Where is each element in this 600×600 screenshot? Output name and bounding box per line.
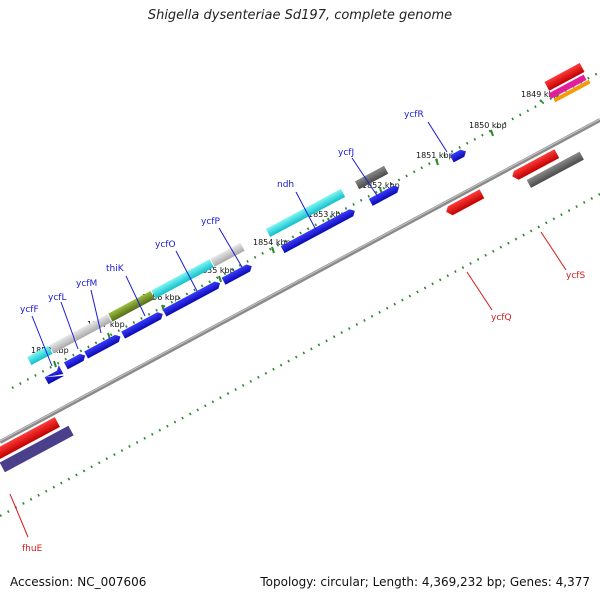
kbp-label: 1854 kbp: [253, 238, 291, 247]
kbp-label: 1856 kbp: [142, 293, 180, 302]
cds-arrow-reverse[interactable]: [444, 189, 485, 217]
kbp-label: 1850 kbp: [469, 121, 507, 130]
kbp-label: 1855 kbp: [197, 266, 235, 275]
gene-ycfJ[interactable]: [354, 165, 389, 190]
gene-right-red[interactable]: [544, 63, 585, 91]
cds-purple-reverse[interactable]: [0, 425, 74, 473]
topology-label: Topology: circular; Length: 4,369,232 bp…: [260, 575, 590, 589]
reverse-strand: [0, 149, 584, 473]
cds-gray-reverse[interactable]: [526, 151, 584, 188]
gene-right-orange[interactable]: [553, 79, 591, 103]
kbp-markers: 1849 kbp 1850 kbp 1851 kbp 1852 kbp 1853…: [31, 90, 559, 368]
gene-label-ycfO[interactable]: ycfO: [155, 240, 176, 250]
cds-arrow[interactable]: [84, 333, 122, 359]
gene-label-thiK[interactable]: thiK: [106, 264, 125, 274]
cds-arrow[interactable]: [449, 148, 468, 163]
gene-ndh[interactable]: [265, 188, 346, 237]
cds-arrow[interactable]: [368, 184, 401, 206]
upper-tick-track: [11, 70, 600, 390]
kbp-label: 1853 kbp: [308, 210, 346, 219]
gene-ycfM[interactable]: [72, 314, 112, 341]
gene-thiK[interactable]: [108, 290, 155, 322]
gene-ycfP[interactable]: [210, 242, 245, 267]
gene-ycfO[interactable]: [151, 259, 214, 299]
cds-arrow[interactable]: [43, 365, 65, 385]
cds-arrow[interactable]: [280, 207, 357, 254]
kbp-label: 1849 kbp: [521, 90, 559, 99]
genome-title: Shigella dysenteriae Sd197, complete gen…: [147, 8, 453, 23]
gene-label-ycfM[interactable]: ycfM: [76, 279, 97, 289]
forward-strand: [27, 63, 591, 385]
gene-label-ndh[interactable]: ndh: [277, 180, 294, 190]
cds-arrow[interactable]: [221, 263, 254, 285]
cds-arrow[interactable]: [121, 310, 164, 339]
kbp-label: 1852 kbp: [362, 181, 400, 190]
gene-label-ycfQ[interactable]: ycfQ: [491, 313, 512, 323]
genome-backbone: [0, 118, 600, 444]
bottom-gene-labels: ycfS ycfQ fhuE: [9, 231, 585, 554]
gene-label-ycfL[interactable]: ycfL: [48, 293, 66, 303]
cds-arrow[interactable]: [162, 280, 222, 317]
kbp-label: 1851 kbp: [416, 151, 454, 160]
accession-label: Accession: NC_007606: [10, 575, 147, 589]
cds-arrow[interactable]: [63, 352, 87, 370]
gene-label-ycfF[interactable]: ycfF: [20, 305, 39, 315]
top-gene-labels: ycfR ycfJ ndh ycfP ycfO thiK ycfM ycfL y…: [20, 110, 448, 367]
gene-fhuE[interactable]: [0, 417, 60, 460]
gene-label-ycfR[interactable]: ycfR: [404, 110, 424, 120]
gene-label-ycfJ[interactable]: ycfJ: [338, 148, 354, 158]
cds-arrow-reverse[interactable]: [510, 149, 560, 181]
gene-label-fhuE[interactable]: fhuE: [22, 544, 43, 554]
gene-label-ycfS[interactable]: ycfS: [566, 271, 585, 281]
gene-ycfL[interactable]: [49, 333, 76, 354]
gene-right-magenta[interactable]: [548, 74, 587, 99]
gene-label-ycfP[interactable]: ycfP: [201, 217, 220, 227]
